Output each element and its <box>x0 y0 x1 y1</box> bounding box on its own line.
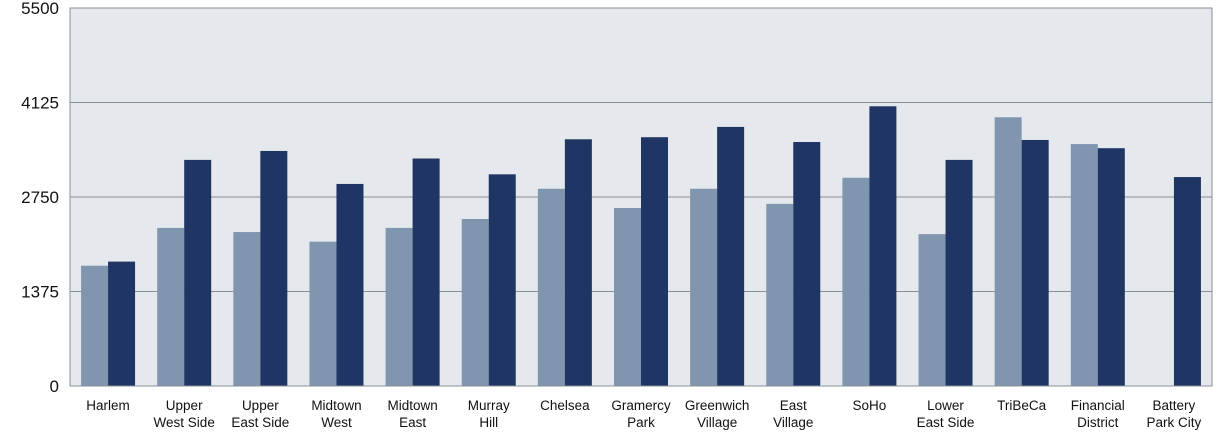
bar-series-1 <box>994 117 1022 386</box>
bar-series-2 <box>641 137 668 386</box>
x-category-label: Upper East Side <box>231 398 289 430</box>
bar-series-2 <box>1173 177 1201 386</box>
bar-series-2 <box>1097 148 1125 386</box>
bar-series-1 <box>918 234 946 386</box>
bar-series-2 <box>108 261 136 386</box>
x-axis-labels: Harlem Upper West Side Upper East Side Midtow… <box>86 398 1201 430</box>
bar-series-1 <box>309 241 337 386</box>
bar-series-1 <box>461 218 489 386</box>
x-category-label: Harlem <box>86 398 130 413</box>
bar-series-2 <box>412 158 440 386</box>
y-tick-label: 0 <box>50 377 59 396</box>
bar-series-2 <box>1021 139 1049 386</box>
bar-series-2 <box>793 142 821 386</box>
x-category-label: Upper West Side <box>154 398 215 430</box>
bar-series-2 <box>564 139 592 386</box>
y-tick-label: 2750 <box>21 188 59 207</box>
bar-series-1 <box>81 265 109 386</box>
bar-series-1 <box>842 177 870 386</box>
bar-series-2 <box>945 159 973 386</box>
y-axis-ticks: 0 1375 2750 4125 5500 <box>21 0 59 396</box>
plot-frame <box>69 7 1213 387</box>
bar-series-2 <box>260 150 288 386</box>
x-category-label: Battery Park City <box>1147 398 1202 430</box>
x-category-label: Greenwich Village <box>685 398 750 430</box>
x-category-label: Murray Hill <box>468 398 510 430</box>
y-tick-label: 4125 <box>21 94 59 113</box>
bar-series-1 <box>1070 144 1098 386</box>
bar-series-1 <box>614 207 641 386</box>
bar-series-2 <box>869 106 897 386</box>
bar-series-2 <box>488 174 516 386</box>
bar-series-1 <box>690 188 718 386</box>
x-category-label: Financial District <box>1071 398 1125 430</box>
y-tick-label: 5500 <box>21 0 59 18</box>
bar-series-1 <box>766 203 794 386</box>
bars <box>81 106 1201 386</box>
bar-series-1 <box>157 227 185 386</box>
bar-series-1 <box>385 227 413 386</box>
x-category-label: Chelsea <box>540 398 590 413</box>
bar-series-1 <box>537 188 565 386</box>
bar-series-2 <box>336 183 364 386</box>
x-category-label: TriBeCa <box>997 398 1047 413</box>
x-category-label: SoHo <box>853 398 887 413</box>
y-tick-label: 1375 <box>21 283 59 302</box>
bar-series-1 <box>233 232 261 386</box>
x-category-label: East Village <box>773 398 813 430</box>
bar-series-2 <box>184 159 212 386</box>
bar-series-2 <box>717 126 745 386</box>
x-category-label: Gramercy Park <box>611 398 671 430</box>
x-category-label: Midtown West <box>311 398 361 430</box>
x-category-label: Lower East Side <box>917 398 975 430</box>
x-category-label: Midtown East <box>387 398 437 430</box>
